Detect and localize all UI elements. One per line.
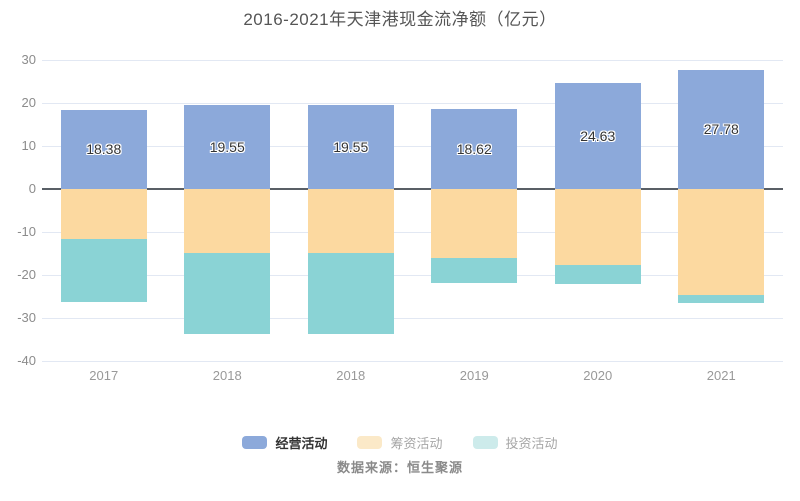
bar-经营活动-2017[interactable] bbox=[60, 109, 147, 189]
x-axis-label-2: 2018 bbox=[336, 368, 366, 383]
gridline--30 bbox=[42, 318, 783, 319]
chart-title: 2016-2021年天津港现金流净额（亿元） bbox=[243, 10, 557, 29]
bar-经营活动-2018[interactable] bbox=[307, 104, 394, 189]
bar-投资活动-2020[interactable] bbox=[554, 265, 641, 285]
bar-筹资活动-2018[interactable] bbox=[184, 189, 271, 254]
legend-item-筹资活动[interactable]: 筹资活动 bbox=[357, 433, 443, 452]
legend-label-投资活动: 投资活动 bbox=[505, 436, 558, 451]
bar-value-label-2019: 18.62 bbox=[456, 140, 492, 157]
zero-axis-line bbox=[42, 188, 783, 190]
bar-筹资活动-2019[interactable] bbox=[431, 189, 518, 259]
bar-投资活动-2018[interactable] bbox=[184, 253, 271, 335]
bar-经营活动-2020[interactable] bbox=[554, 83, 641, 189]
legend-item-投资活动[interactable]: 投资活动 bbox=[472, 433, 558, 452]
legend: 经营活动 筹资活动 投资活动 bbox=[0, 433, 800, 452]
x-axis-label-3: 2019 bbox=[459, 368, 489, 383]
y-axis-label--30: -30 bbox=[17, 310, 36, 325]
bar-value-label-2018: 19.55 bbox=[209, 138, 245, 155]
gridline--40 bbox=[42, 361, 783, 362]
gridline-10 bbox=[42, 146, 783, 147]
legend-item-经营活动[interactable]: 经营活动 bbox=[242, 433, 327, 452]
bar-筹资活动-2021[interactable] bbox=[678, 189, 765, 296]
bar-value-label-2017: 18.38 bbox=[86, 141, 122, 158]
bar-value-label-2018: 19.55 bbox=[333, 138, 369, 155]
bar-value-label-2021: 27.78 bbox=[703, 121, 739, 138]
data-source-caption: 数据来源：恒生聚源 bbox=[336, 460, 463, 475]
bar-投资活动-2021[interactable] bbox=[678, 295, 765, 304]
x-axis-label-1: 2018 bbox=[212, 368, 242, 383]
bar-value-label-2020: 24.63 bbox=[580, 128, 616, 145]
y-axis-label-30: 30 bbox=[21, 52, 36, 67]
x-axis-label-4: 2020 bbox=[583, 368, 613, 383]
legend-swatch-筹资活动 bbox=[357, 436, 383, 449]
legend-swatch-经营活动 bbox=[242, 436, 268, 449]
y-axis-label--20: -20 bbox=[17, 267, 36, 282]
bar-投资活动-2017[interactable] bbox=[60, 239, 147, 303]
bar-经营活动-2021[interactable] bbox=[678, 69, 765, 189]
x-axis-label-0: 2017 bbox=[89, 368, 119, 383]
gridline--20 bbox=[42, 275, 783, 276]
bar-筹资活动-2020[interactable] bbox=[554, 189, 641, 266]
bar-筹资活动-2018[interactable] bbox=[307, 189, 394, 254]
gridline--10 bbox=[42, 232, 783, 233]
legend-label-筹资活动: 筹资活动 bbox=[390, 436, 443, 451]
gridline-30 bbox=[42, 60, 783, 61]
gridline-20 bbox=[42, 103, 783, 104]
y-axis-label--40: -40 bbox=[17, 353, 36, 368]
bar-经营活动-2018[interactable] bbox=[184, 104, 271, 189]
y-axis-label-20: 20 bbox=[21, 95, 36, 110]
bar-经营活动-2019[interactable] bbox=[431, 108, 518, 189]
bar-投资活动-2018[interactable] bbox=[307, 253, 394, 335]
y-axis-label-10: 10 bbox=[21, 138, 36, 153]
legend-swatch-投资活动 bbox=[472, 436, 498, 449]
x-axis-label-5: 2021 bbox=[706, 368, 736, 383]
bar-投资活动-2019[interactable] bbox=[431, 258, 518, 284]
legend-label-经营活动: 经营活动 bbox=[275, 436, 328, 451]
y-axis-label--10: -10 bbox=[17, 224, 36, 239]
bar-筹资活动-2017[interactable] bbox=[60, 189, 147, 240]
y-axis-label-0: 0 bbox=[28, 181, 36, 196]
